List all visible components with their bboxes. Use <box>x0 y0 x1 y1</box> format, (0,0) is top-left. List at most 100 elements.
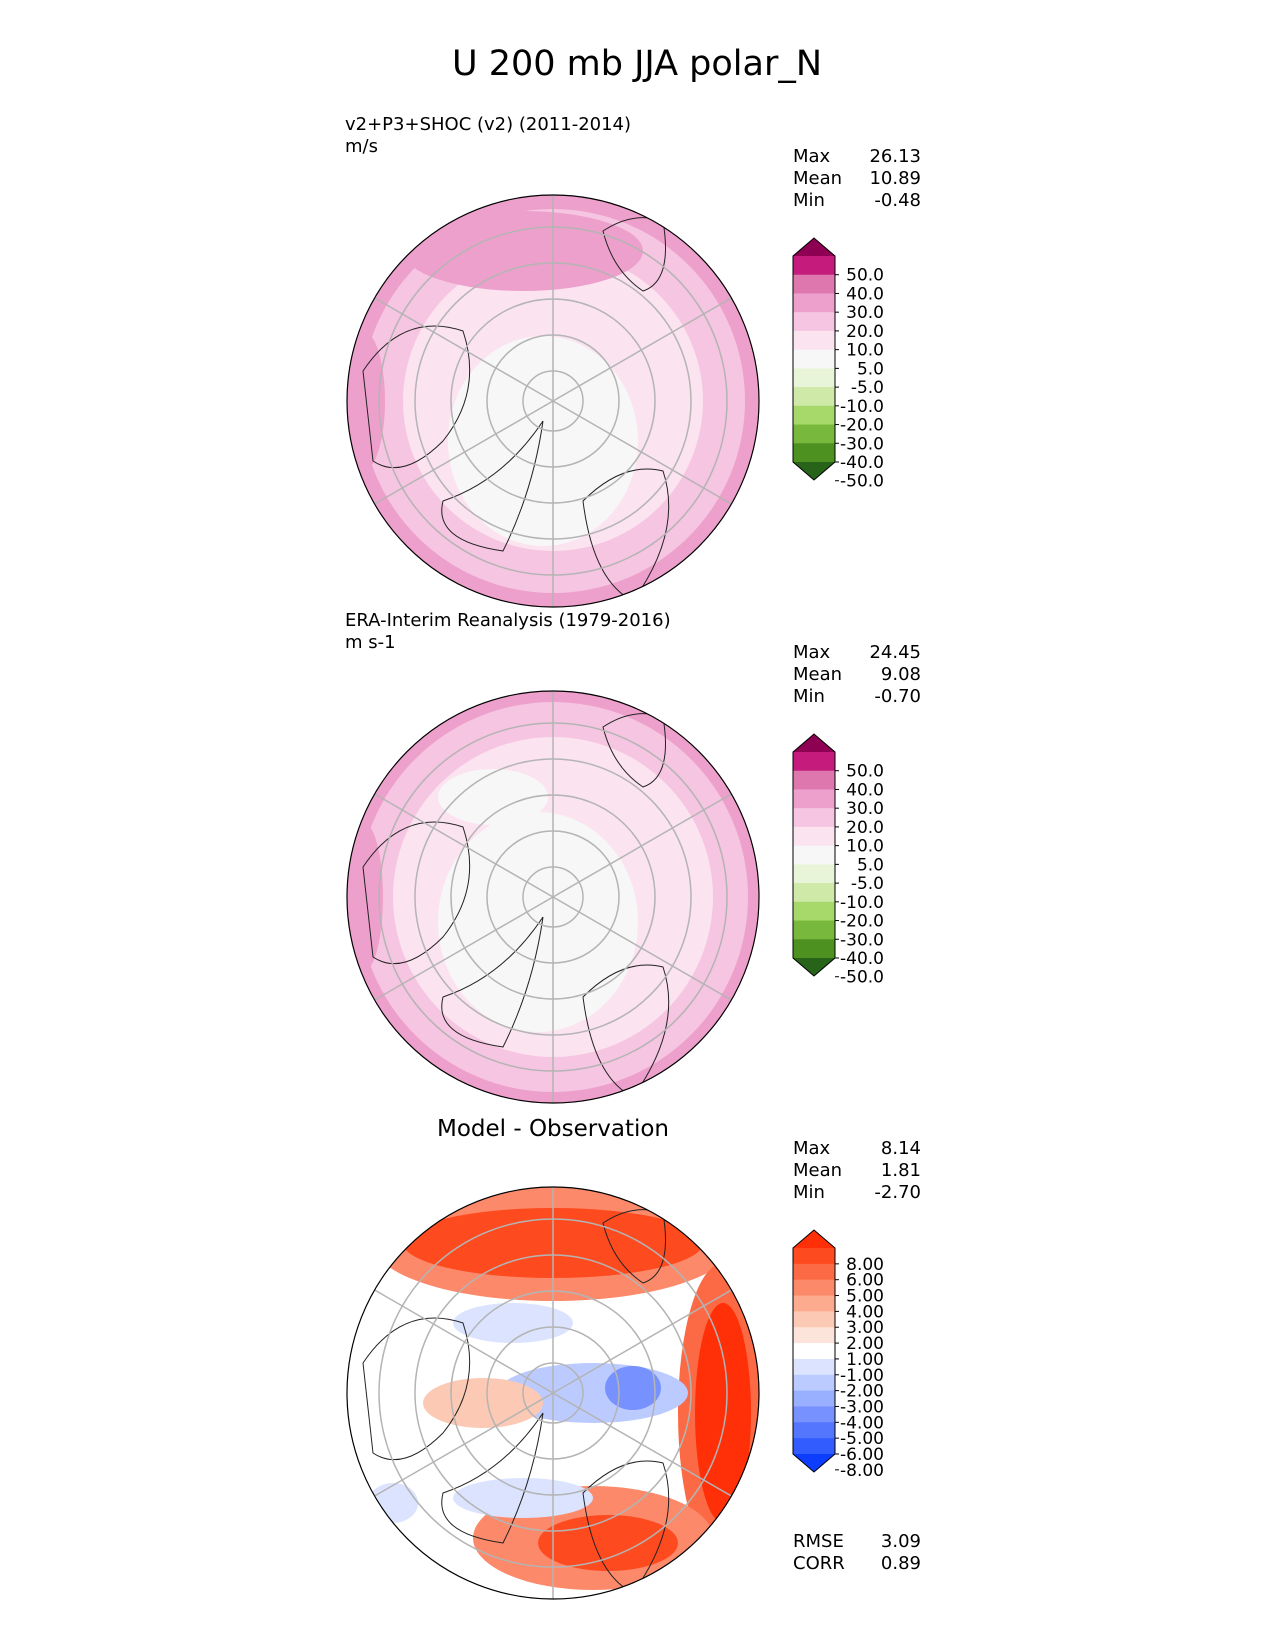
colorbar-segment <box>793 424 835 444</box>
longitude-line <box>552 1392 732 1497</box>
colorbar-segment <box>793 1295 835 1312</box>
colorbar-tick-label: -20.0 <box>840 416 884 436</box>
colorbar-tick-label: 5.0 <box>857 359 884 379</box>
coastline <box>362 713 670 1098</box>
colorbar-segment <box>793 1438 835 1455</box>
field-region <box>438 812 638 1032</box>
field-region <box>538 1515 678 1571</box>
colorbar-tick-label: -3.00 <box>840 1397 884 1417</box>
stat-value-max: 8.14 <box>881 1138 921 1159</box>
colorbar-segment <box>793 1327 835 1344</box>
colorbar-segment <box>793 330 835 351</box>
map-boundary <box>346 1186 760 1600</box>
field-region <box>347 822 383 972</box>
colorbar-extend-max <box>793 238 835 256</box>
longitude-line <box>374 297 554 402</box>
colorbar-segment <box>793 1263 835 1281</box>
metric-value-rmse: 3.09 <box>881 1531 921 1552</box>
colorbar-segment <box>793 1406 835 1423</box>
coastline <box>362 1209 670 1594</box>
stat-label-mean: Mean <box>793 168 842 189</box>
colorbar-tick-label: 20.0 <box>846 322 884 342</box>
field-region <box>453 1303 573 1343</box>
colorbar-tick-label: 50.0 <box>846 266 884 286</box>
colorbar-extend-min <box>793 1454 835 1472</box>
stat-label-mean: Mean <box>793 1160 842 1181</box>
stat-value-mean: 9.08 <box>881 664 921 685</box>
panel-units: m s-1 <box>345 632 396 653</box>
colorbar-tick-label: 50.0 <box>846 762 884 782</box>
colorbar-segment <box>793 368 835 388</box>
stat-label-min: Min <box>793 686 825 707</box>
colorbar-tick-label: -40.0 <box>840 453 884 473</box>
colorbar-extend-min <box>793 958 835 976</box>
colorbar-segment <box>793 1374 835 1392</box>
stat-value-mean: 10.89 <box>869 168 921 189</box>
metric-value-corr: 0.89 <box>881 1553 921 1574</box>
colorbar-extend-max <box>793 734 835 752</box>
colorbar-segment <box>793 808 835 828</box>
colorbar-tick-label: -2.00 <box>840 1382 884 1402</box>
colorbar-tick-label: -8.00 <box>840 1461 884 1481</box>
colorbar-segment <box>793 443 835 463</box>
stat-value-min: -0.70 <box>874 686 921 707</box>
colorbar: 50.040.030.020.010.05.0-5.0-10.0-20.0-30… <box>792 237 884 492</box>
colorbar-tick-label: 1.00 <box>846 1350 884 1370</box>
colorbar-tick-label: 5.0 <box>857 855 884 875</box>
colorbar-segment <box>793 1311 835 1328</box>
colorbar-tick-label: -4.00 <box>840 1413 884 1433</box>
colorbar-tick-label: -5.00 <box>840 1429 884 1449</box>
longitude-line <box>552 400 732 505</box>
longitude-line <box>374 793 554 898</box>
metric-label-rmse: RMSE <box>793 1531 844 1552</box>
panel-observation: ERA-Interim Reanalysis (1979-2016)m s-1 M… <box>345 610 921 1104</box>
colorbar-tick-label: 20.0 <box>846 818 884 838</box>
stat-label-min: Min <box>793 190 825 211</box>
colorbar-segment <box>793 312 835 332</box>
polar-map <box>347 691 759 1103</box>
metric-label-corr: CORR <box>793 1553 845 1574</box>
colorbar-tick-label: 4.00 <box>846 1302 884 1322</box>
colorbar-tick-label: 3.00 <box>846 1318 884 1338</box>
stat-value-mean: 1.81 <box>881 1160 921 1181</box>
panel-difference: Model - Observation Max 8.14 Mean 1.81 Min -2.… <box>346 1116 921 1600</box>
colorbar-segment <box>793 789 835 809</box>
stat-value-min: -0.48 <box>874 190 921 211</box>
colorbar-tick-label: -50.0 <box>840 968 884 988</box>
longitude-line <box>374 1392 554 1497</box>
colorbar-segment <box>793 1422 835 1439</box>
colorbar-tick-label: 6.00 <box>846 1271 884 1291</box>
colorbar: 8.006.005.004.003.002.001.00-1.00-2.00-3… <box>792 1229 884 1481</box>
colorbar-segment <box>793 826 835 847</box>
figure-title: U 200 mb JJA polar_N <box>452 44 822 84</box>
colorbar-tick-label: 30.0 <box>846 303 884 323</box>
map-boundary <box>346 194 760 608</box>
longitude-line <box>374 1289 554 1394</box>
field-region <box>695 1303 751 1523</box>
colorbar-segment <box>793 752 835 772</box>
panel-title: Model - Observation <box>437 1116 669 1142</box>
colorbar-segment <box>793 1248 835 1265</box>
colorbar-segment <box>793 405 835 426</box>
stat-value-max: 24.45 <box>869 642 921 663</box>
colorbar-tick-label: 5.00 <box>846 1287 884 1307</box>
colorbar-segment <box>793 939 835 959</box>
colorbar-tick-label: -10.0 <box>840 893 884 913</box>
colorbar-tick-label: -10.0 <box>840 397 884 417</box>
colorbar-tick-label: -5.0 <box>851 378 884 398</box>
colorbar-segment <box>793 770 835 790</box>
field-region <box>453 1478 593 1518</box>
longitude-line <box>374 896 554 1001</box>
colorbar-segment <box>793 864 835 884</box>
longitude-line <box>552 297 732 402</box>
colorbar-segment <box>793 1358 835 1376</box>
stat-label-min: Min <box>793 1182 825 1203</box>
colorbar-segment <box>793 1390 835 1407</box>
colorbar-tick-label: -5.0 <box>851 874 884 894</box>
colorbar: 50.040.030.020.010.05.0-5.0-10.0-20.0-30… <box>792 733 884 988</box>
stat-label-max: Max <box>793 642 831 663</box>
colorbar-tick-label: 30.0 <box>846 799 884 819</box>
colorbar-tick-label: -20.0 <box>840 912 884 932</box>
colorbar-tick-label: -30.0 <box>840 930 884 950</box>
colorbar-extend-min <box>793 462 835 480</box>
